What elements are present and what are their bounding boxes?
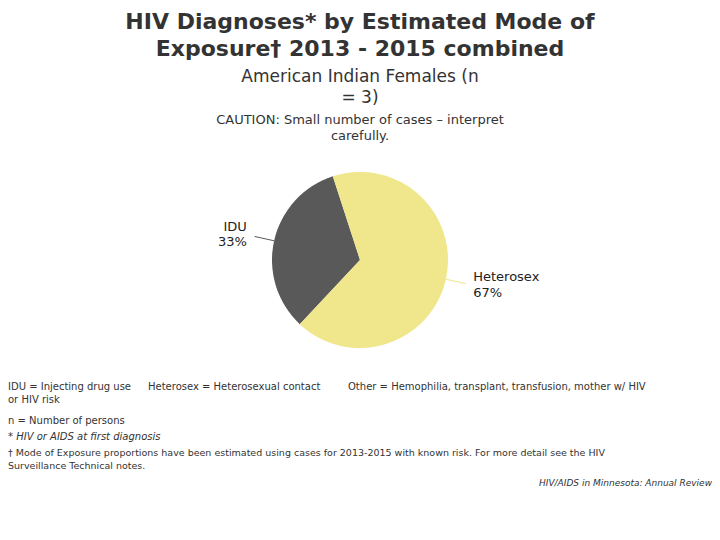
html-text:= 3): = 3) (341, 87, 379, 107)
html-text:† Mode of Exposure proportions: † Mode of Exposure proportions have been… (8, 447, 605, 471)
html-text:Exposure† 2013 - 2015 combined: Exposure† 2013 - 2015 combined (155, 36, 565, 61)
svg-text:Heterosex67%: Heterosex67% (473, 269, 539, 300)
html-text:IDU = Injecting drug use or HI: IDU = Injecting drug use or HIV risk (8, 381, 131, 405)
html-text:HIV Diagnoses* by Estimated Mo: HIV Diagnoses* by Estimated Mode of (125, 9, 595, 34)
svg-text:IDU33%: IDU33% (218, 219, 247, 250)
html-text:n = Number of persons: n = Number of persons (8, 415, 125, 426)
html-text:American Indian Females (n: American Indian Females (n (241, 66, 479, 86)
html-text:HIV/AIDS in Minnesota: Annual: HIV/AIDS in Minnesota: Annual Review (539, 478, 712, 488)
html-text:Heterosex = Heterosexual conta: Heterosex = Heterosexual contact (148, 381, 321, 392)
html-text:* HIV or AIDS at first diagnos: * HIV or AIDS at first diagnosis (8, 431, 161, 442)
html-text:CAUTION: Small number of cases: CAUTION: Small number of cases – interpr… (216, 112, 504, 143)
html-text:Other = Hemophilia, transplant: Other = Hemophilia, transplant, transfus… (348, 381, 646, 392)
